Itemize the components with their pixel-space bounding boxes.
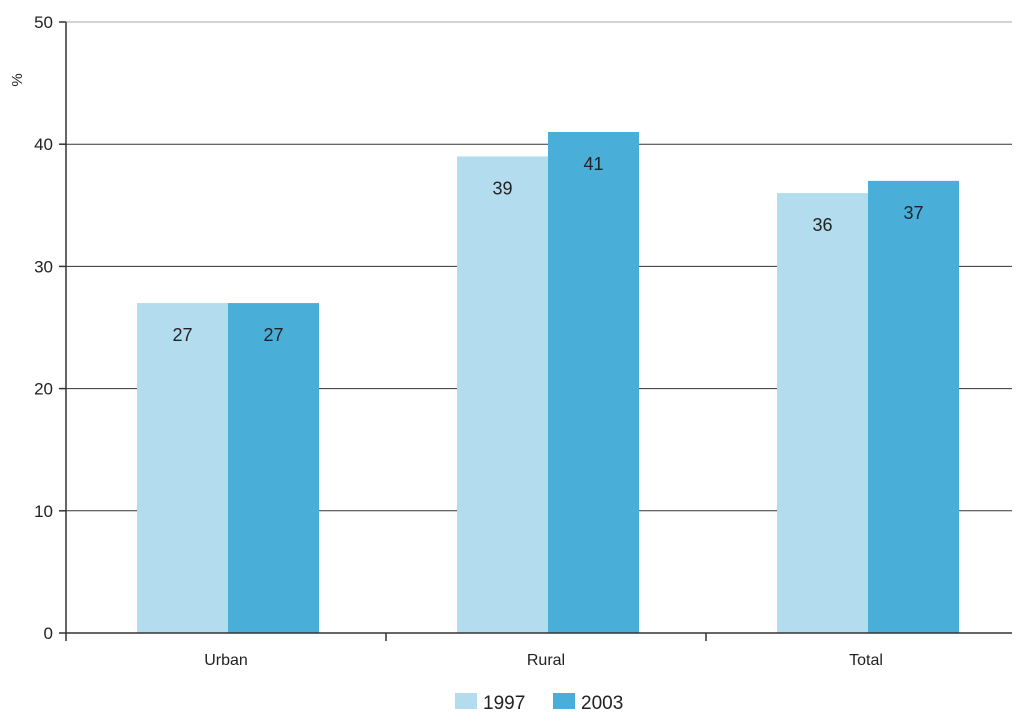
legend-swatch-1997 [455, 693, 477, 709]
y-tick-label-40: 40 [34, 135, 53, 154]
legend-label-1997: 1997 [483, 693, 525, 714]
data-label-rural-2003: 41 [583, 154, 603, 174]
y-tick-label-50: 50 [34, 13, 53, 32]
bar-rural-2003 [548, 131, 639, 634]
y-tick-label-0: 0 [44, 624, 53, 643]
axes: 0 10 20 30 40 50% Urban Rural Total [9, 13, 1012, 669]
data-label-rural-1997: 39 [492, 178, 512, 198]
data-labels: 27 27 39 41 36 37 [172, 154, 923, 345]
y-tick-label-30: 30 [34, 257, 53, 276]
bars [137, 131, 959, 634]
data-label-total-2003: 37 [903, 203, 923, 223]
y-axis-label: % [9, 73, 26, 86]
data-label-urban-1997: 27 [172, 325, 192, 345]
y-tick-label-20: 20 [34, 380, 53, 399]
data-label-total-1997: 36 [812, 215, 832, 235]
x-category-label-total: Total [849, 652, 883, 669]
x-category-label-urban: Urban [204, 652, 248, 669]
x-category-label-rural: Rural [527, 652, 565, 669]
bar-urban-2003 [228, 303, 319, 633]
legend: 1997 2003 [455, 693, 623, 714]
bar-total-1997 [777, 193, 868, 633]
bar-urban-1997 [137, 303, 228, 633]
y-tick-label-10: 10 [34, 502, 53, 521]
legend-label-2003: 2003 [581, 693, 623, 714]
data-label-urban-2003: 27 [263, 325, 283, 345]
bar-rural-1997 [457, 156, 548, 634]
legend-swatch-2003 [553, 693, 575, 709]
bar-total-2003 [868, 180, 959, 634]
